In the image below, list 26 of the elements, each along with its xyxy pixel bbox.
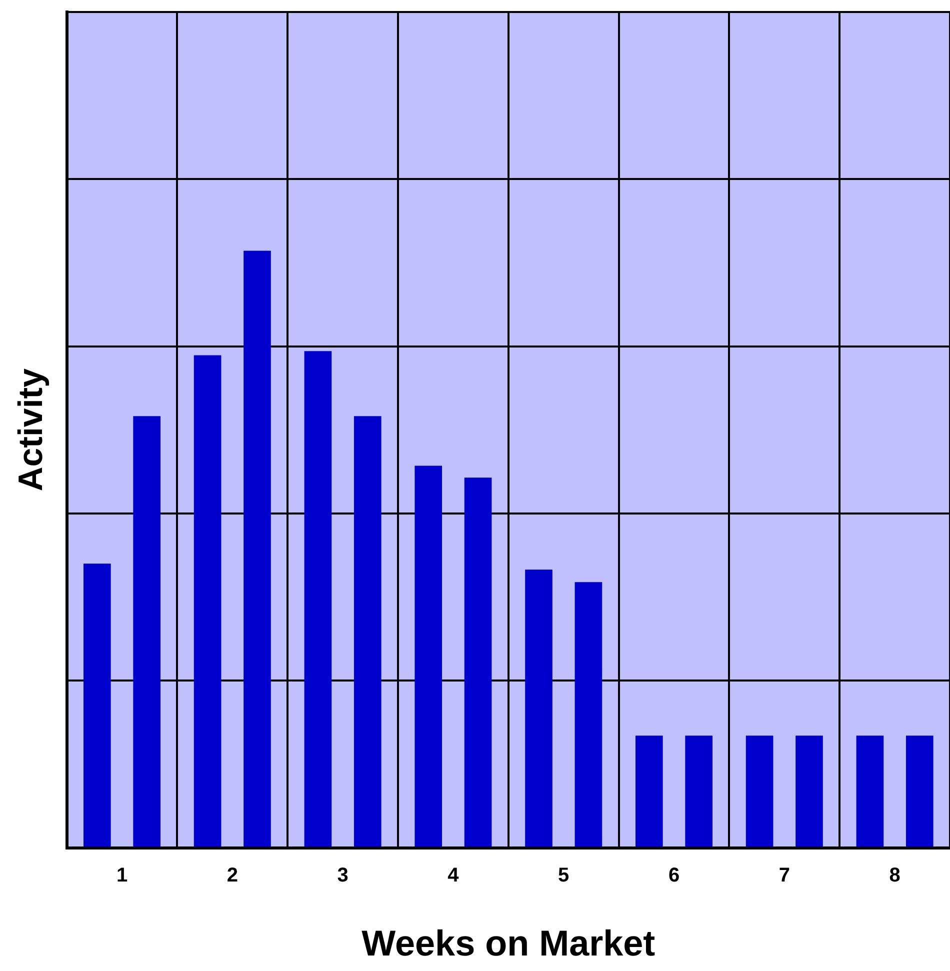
bar <box>636 736 663 847</box>
bar <box>304 351 332 847</box>
x-tick-label: 2 <box>226 864 238 886</box>
bar <box>796 736 823 847</box>
y-axis-title: Activity <box>12 368 50 492</box>
bar <box>464 478 492 847</box>
x-tick-label: 3 <box>337 864 348 886</box>
bar <box>685 736 712 847</box>
x-tick-label: 1 <box>116 864 128 886</box>
bar <box>906 736 934 847</box>
bar <box>746 736 774 847</box>
bar <box>354 416 382 847</box>
x-tick-label: 6 <box>668 864 680 886</box>
bar <box>194 355 222 847</box>
bar <box>574 582 602 847</box>
x-tick-label: 5 <box>558 864 570 886</box>
x-tick-label: 8 <box>889 864 900 886</box>
bar <box>244 250 271 847</box>
x-tick-label: 7 <box>778 864 790 886</box>
bar <box>84 564 111 847</box>
bar <box>525 570 552 847</box>
bar <box>414 466 442 847</box>
x-axis-title: Weeks on Market <box>362 922 656 964</box>
x-tick-label: 4 <box>448 864 460 886</box>
bar <box>856 736 884 847</box>
bar <box>133 416 160 847</box>
